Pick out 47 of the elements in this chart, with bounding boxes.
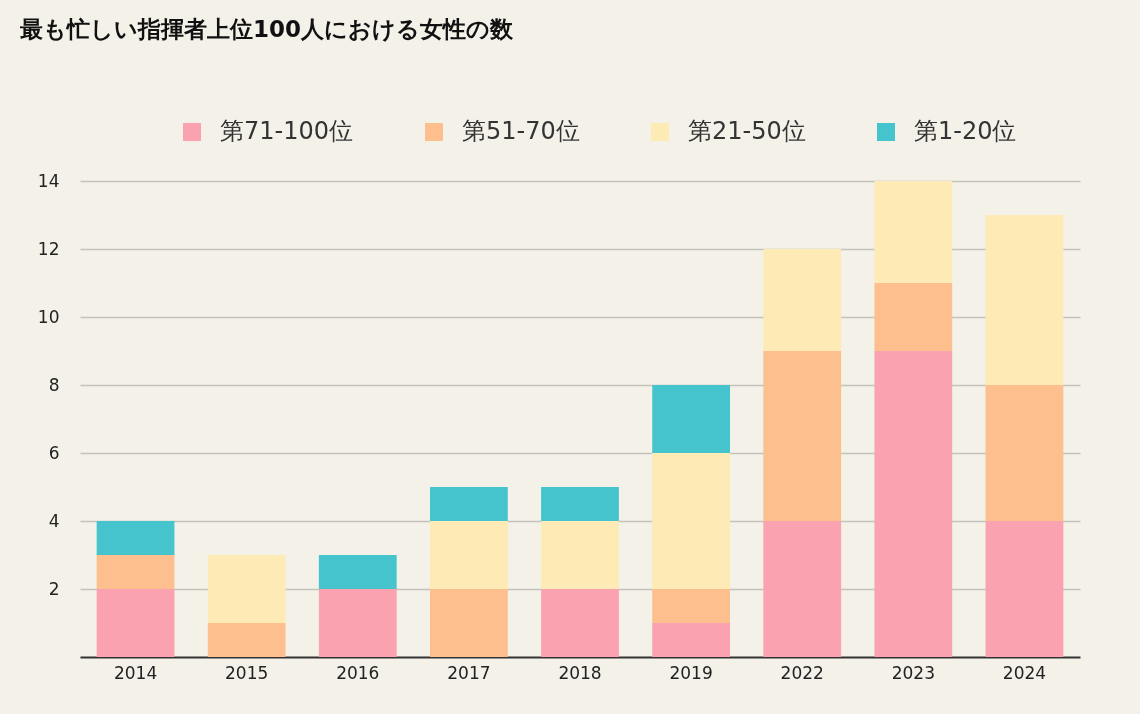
bar <box>985 385 1064 521</box>
x-tick-label: 2015 <box>225 662 269 683</box>
bar <box>207 555 286 623</box>
bar <box>763 249 842 351</box>
x-tick-label: 2023 <box>891 662 935 683</box>
y-tick-label: 4 <box>48 510 60 531</box>
x-tick-label: 2016 <box>336 662 380 683</box>
y-tick-label: 6 <box>48 442 60 463</box>
bar <box>874 283 953 351</box>
legend-label: 第51-70位 <box>462 117 580 145</box>
bar <box>541 589 619 657</box>
bar <box>430 521 508 589</box>
bar <box>763 521 842 657</box>
bar <box>96 555 175 589</box>
bar <box>541 521 619 589</box>
bar <box>874 181 953 283</box>
x-tick-label: 2018 <box>558 662 602 683</box>
chart-title: 最も忙しい指揮者上位100人における女性の数 <box>19 16 515 42</box>
x-tick-label: 2022 <box>780 662 824 683</box>
y-tick-label: 8 <box>48 374 60 395</box>
y-tick-label: 2 <box>48 578 60 599</box>
bar <box>763 351 842 521</box>
legend-label: 第21-50位 <box>688 117 806 145</box>
bar <box>96 521 175 555</box>
x-tick-label: 2024 <box>1002 662 1047 683</box>
legend-label: 第71-100位 <box>220 117 354 145</box>
x-tick-label: 2014 <box>113 662 158 683</box>
bar <box>207 623 286 657</box>
bar <box>430 487 508 521</box>
bar <box>874 351 953 657</box>
bar <box>318 589 397 657</box>
bar <box>652 623 730 657</box>
bar <box>96 589 175 657</box>
y-tick-label: 10 <box>37 306 60 327</box>
x-tick-label: 2017 <box>447 662 491 683</box>
bar <box>985 215 1064 385</box>
bar <box>652 589 730 623</box>
y-tick-label: 14 <box>37 170 60 191</box>
x-tick-label: 2019 <box>669 662 713 683</box>
bar <box>541 487 619 521</box>
bar <box>318 555 397 589</box>
legend-label: 第1-20位 <box>914 117 1017 145</box>
bar <box>985 521 1064 657</box>
bar <box>652 385 730 453</box>
bar <box>652 453 730 589</box>
y-tick-label: 12 <box>37 238 60 259</box>
bar <box>430 589 508 657</box>
